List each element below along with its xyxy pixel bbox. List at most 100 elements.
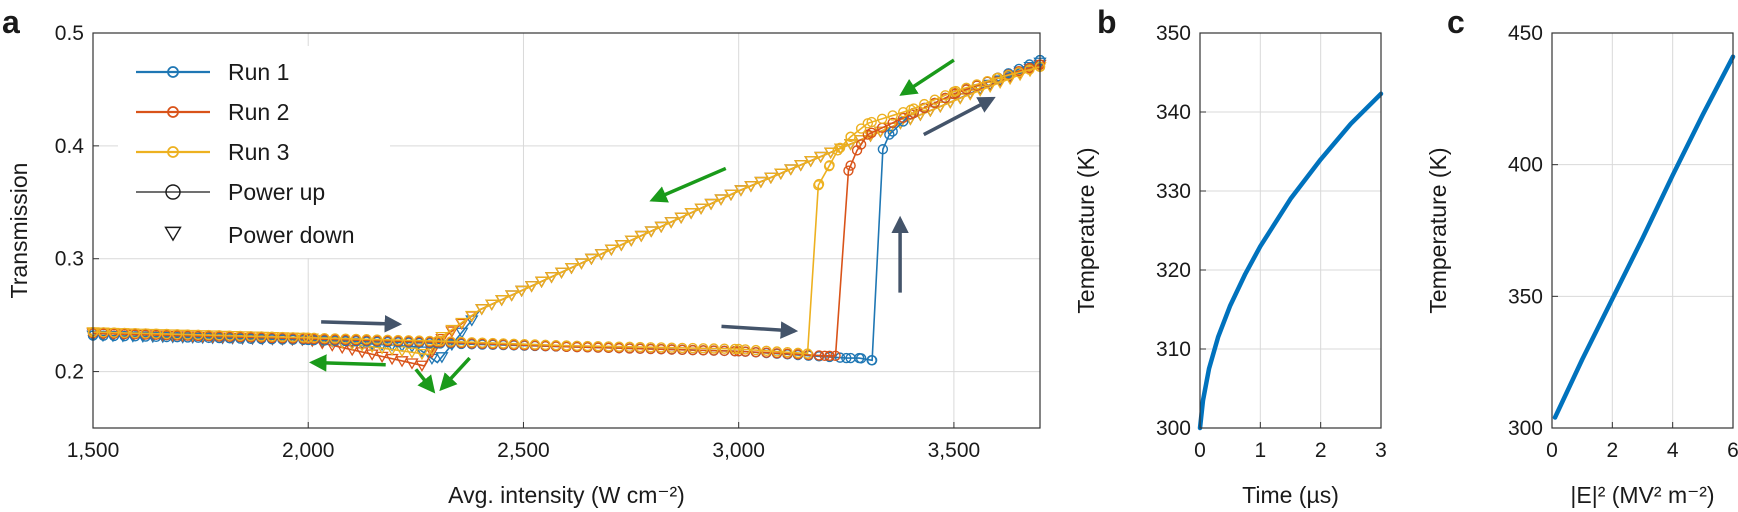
- panel-letter-b: b: [1097, 4, 1117, 40]
- series-down-marker-3: [495, 294, 509, 307]
- series-down-marker-3: [465, 310, 479, 323]
- y-tick-label-c: 450: [1508, 22, 1543, 45]
- series-up-marker-2: [824, 350, 835, 361]
- y-tick-label-a: 0.5: [55, 22, 84, 45]
- y-tick-label-b: 310: [1156, 338, 1191, 361]
- series-up-marker-3: [403, 335, 414, 346]
- series-up-marker-3: [477, 337, 488, 348]
- series-up-marker-3: [371, 334, 383, 345]
- series-up-marker-3: [698, 343, 709, 354]
- series-down-marker-3: [385, 344, 399, 356]
- series-up-point-2: [843, 165, 854, 176]
- x-tick-label-b: 2: [1315, 439, 1327, 462]
- series-up-marker-3: [508, 338, 520, 349]
- x-tick-label-c: 4: [1667, 439, 1679, 462]
- axes-frame-c: [1551, 32, 1734, 429]
- series-down-marker-3: [375, 343, 389, 355]
- series-up-marker-3: [350, 333, 362, 345]
- x-tick-label-a: 1,500: [67, 439, 120, 462]
- series-down-marker-3: [405, 347, 419, 359]
- series-up-marker-3: [687, 342, 698, 354]
- series-down-marker-2: [415, 360, 429, 372]
- series-down-marker-3: [634, 230, 648, 243]
- y-tick-label-c: 300: [1508, 417, 1543, 440]
- series-up-marker-3: [971, 79, 983, 90]
- series-line-b: [1197, 91, 1384, 431]
- y-tick-label-a: 0.3: [55, 248, 84, 271]
- series-up-point-3: [905, 104, 917, 115]
- legend-swatch-marker-2: [167, 106, 179, 118]
- axes-frame-b: [1199, 32, 1382, 429]
- series-down-marker-3: [814, 151, 828, 164]
- series-up-marker-3: [235, 330, 246, 342]
- legend-swatch-power-up-marker: [165, 184, 181, 200]
- series-up-marker-3: [771, 346, 783, 357]
- series-down-marker-3: [674, 212, 688, 224]
- series-up-point-3: [991, 72, 1003, 84]
- y-axis-label-c: Temperature (K): [1425, 147, 1451, 313]
- series-up-marker-3: [834, 142, 846, 154]
- series-down-marker-3: [774, 168, 788, 180]
- series-down-marker-3: [784, 164, 798, 176]
- series-down-marker-3: [804, 156, 818, 168]
- panel-letter-a: a: [2, 4, 20, 40]
- panel-c-chart: 0 2 4 6 300 350 400 450 |E|² (MV² m⁻²) Temperatur…: [1425, 22, 1738, 508]
- series-down-marker-3: [505, 290, 519, 302]
- series-up-marker-3: [129, 327, 141, 339]
- series-up-marker-3: [540, 339, 551, 351]
- panel-letter-c: c: [1447, 4, 1465, 40]
- series-up-point-3: [802, 348, 813, 359]
- series-up-marker-3: [108, 327, 120, 338]
- series-down-marker-3: [833, 143, 848, 155]
- y-tick-label-c: 350: [1508, 285, 1543, 308]
- legend-label-3: Run 3: [228, 139, 289, 165]
- series-down-marker-3: [534, 276, 549, 288]
- series-down-marker-3: [973, 85, 987, 97]
- series-down-marker-3: [704, 198, 718, 211]
- x-tick-label-a: 2,000: [282, 439, 335, 462]
- series-up-point-2: [819, 350, 830, 361]
- series-down-marker-1: [435, 352, 449, 364]
- series-up-marker-3: [308, 332, 320, 344]
- legend-label-2: Run 2: [228, 99, 289, 125]
- series-up-point-3: [813, 180, 824, 191]
- series-down-marker-3: [724, 189, 738, 202]
- series-up-marker-3: [719, 343, 730, 354]
- series-up-point-3: [845, 131, 856, 143]
- series-down-marker-3: [415, 348, 429, 361]
- series-up-marker-3: [592, 341, 604, 352]
- series-up-marker-3: [119, 327, 130, 339]
- series-down-marker-3: [754, 176, 768, 189]
- y-tick-label-c: 400: [1508, 154, 1543, 177]
- x-tick-label-c: 2: [1606, 439, 1618, 462]
- series-up-marker-3: [466, 337, 477, 348]
- power-up-arrow-2: [721, 321, 799, 339]
- series-up-marker-3: [382, 334, 393, 345]
- series-down-marker-2: [345, 345, 359, 357]
- series-down-marker-3: [664, 217, 678, 229]
- power-down-arrow-8: [414, 368, 436, 394]
- legend-a: Run 1 Run 2 Run 3 Power up Power down: [118, 46, 390, 258]
- series-up-marker-3: [150, 328, 162, 339]
- series-up-point-3: [733, 343, 744, 355]
- series-up-marker-2: [845, 160, 856, 171]
- panel-b-chart: 0 1 2 3 300 310 320 330 340 350 Time (µs) Temperatu…: [1073, 22, 1387, 508]
- series-up-marker-3: [782, 346, 793, 358]
- series-up-point-2: [862, 129, 874, 140]
- series-down-marker-3: [794, 160, 808, 172]
- series-down-marker-3: [554, 267, 569, 279]
- series-up-marker-3: [392, 334, 404, 346]
- series-down-marker-3: [395, 346, 409, 358]
- series-up-marker-3: [887, 110, 898, 121]
- series-up-point-3: [823, 160, 835, 172]
- series-up-marker-3: [224, 330, 235, 341]
- axes-frame-a: [92, 32, 1041, 429]
- y-axis-label-b: Temperature (K): [1073, 147, 1099, 313]
- x-tick-label-c: 0: [1546, 439, 1558, 462]
- x-tick-label-b: 3: [1375, 439, 1387, 462]
- series-up-point-3: [862, 118, 874, 129]
- series-down-marker-3: [734, 185, 748, 197]
- series-up-marker-3: [1024, 64, 1035, 75]
- series-up-marker-3: [171, 329, 183, 340]
- series-up-marker-3: [445, 336, 456, 347]
